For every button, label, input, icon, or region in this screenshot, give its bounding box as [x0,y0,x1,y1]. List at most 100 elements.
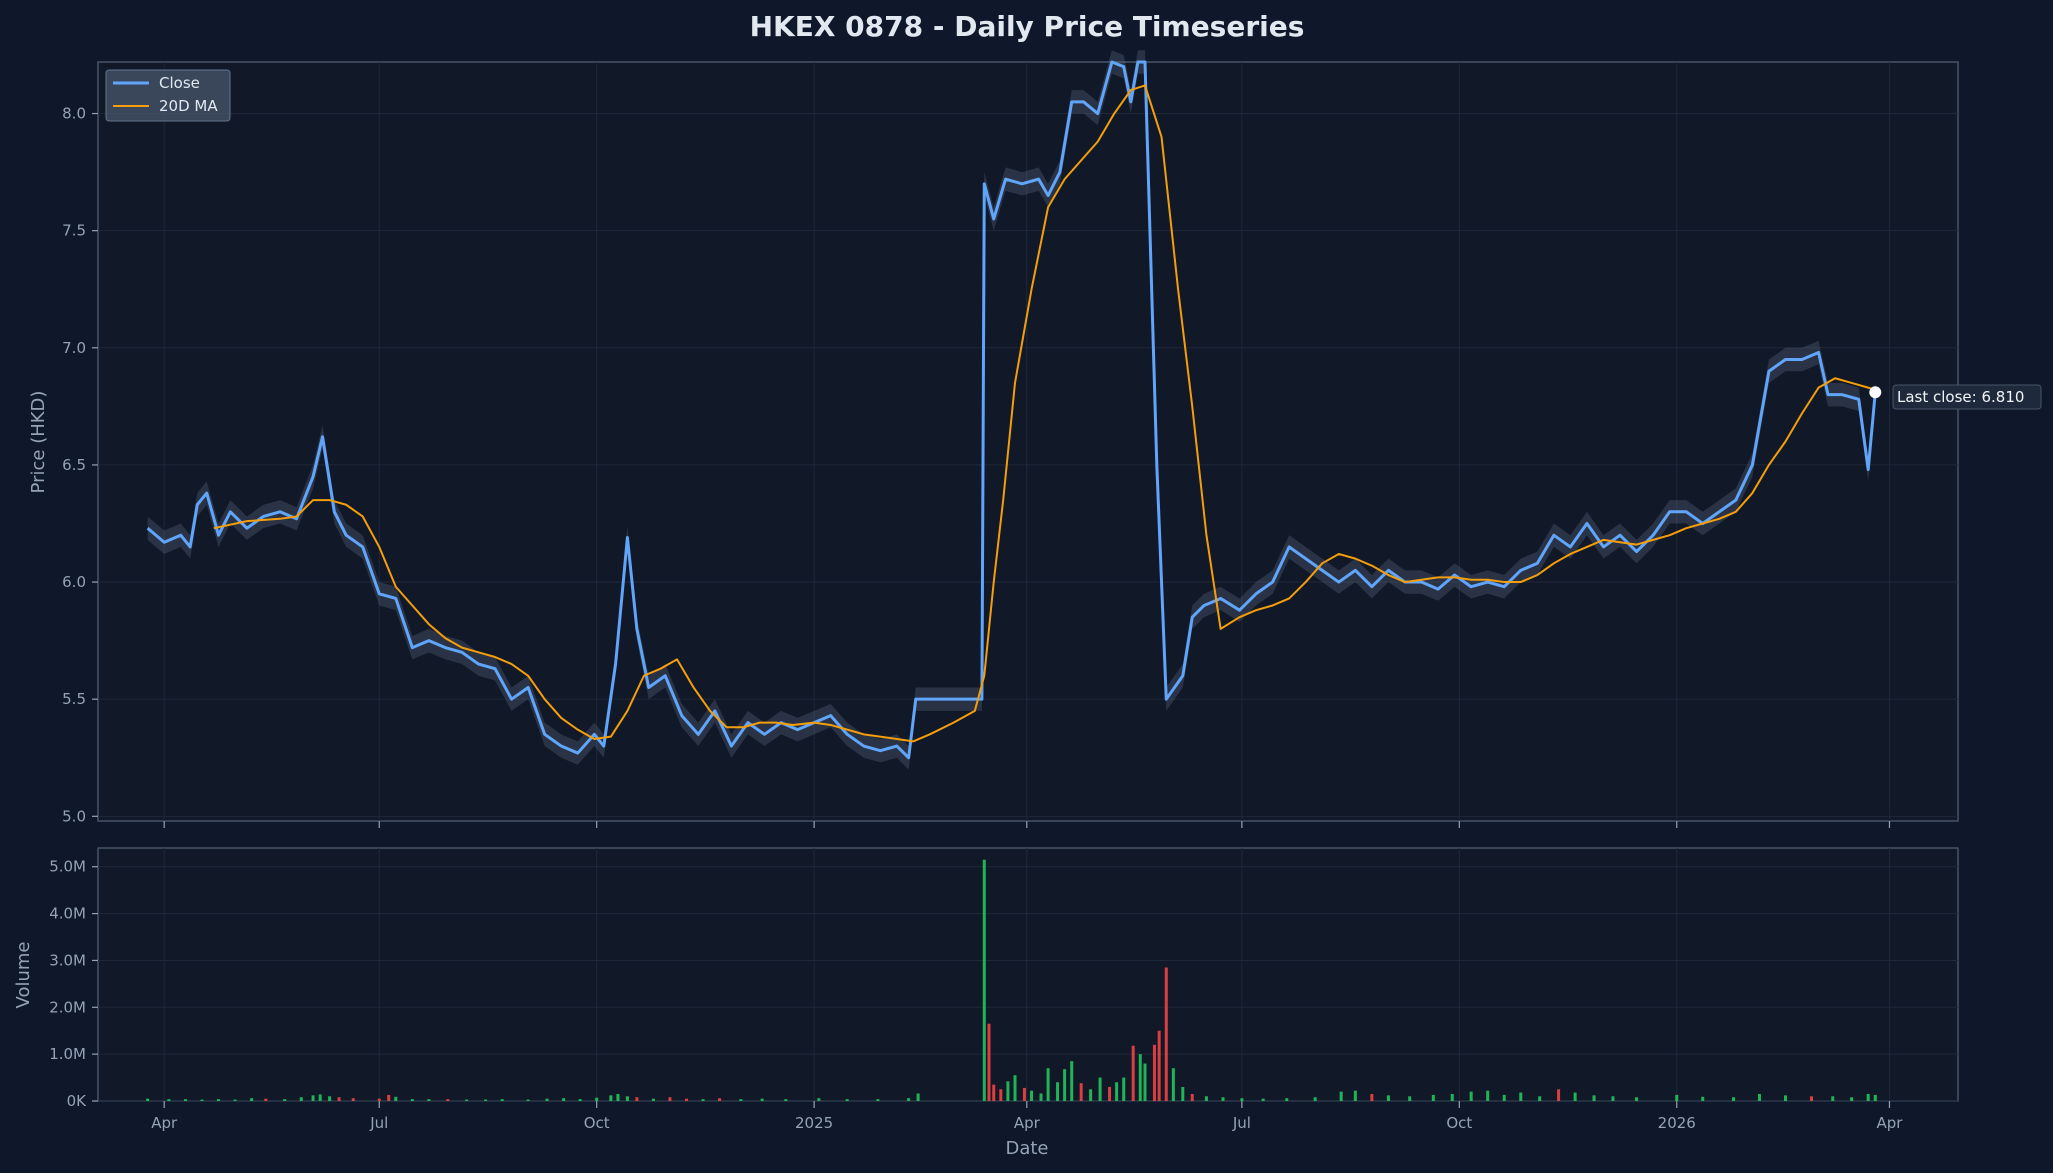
volume-bar [1783,1095,1787,1101]
volume-bar [817,1098,821,1101]
price-y-tick-label: 8.0 [62,105,86,123]
legend-ma-label: 20D MA [159,97,218,115]
volume-bars [146,859,1877,1101]
volume-bar [635,1097,639,1101]
volume-bar [167,1099,171,1101]
ma20-line [213,84,1876,743]
legend: Close 20D MA [105,69,231,122]
volume-bar [1131,1045,1135,1101]
volume-bar [1486,1090,1490,1101]
volume-bar [545,1098,549,1101]
volume-bar [1157,1030,1161,1101]
volume-bar [264,1098,268,1101]
price-y-tick-label: 5.5 [62,690,86,708]
volume-bar [250,1098,254,1101]
volume-y-tick-label: 4.0M [49,905,86,923]
price-y-tick-label: 6.0 [62,573,86,591]
volume-panel: 0K 1.0M 2.0M 3.0M 4.0M 5.0M Apr Jul Oct 2025 Apr J… [13,847,1959,1132]
price-y-tick-label: 7.5 [62,222,86,240]
volume-bar [299,1097,303,1101]
volume-bar [1850,1097,1854,1101]
volume-bar [1339,1091,1343,1101]
volume-bar [1831,1096,1835,1101]
volume-y-axis-label: Volume [13,942,34,1009]
volume-bar [1431,1094,1435,1101]
volume-bar [427,1099,431,1101]
volume-bar [233,1099,237,1101]
volume-bar [1313,1097,1317,1101]
volume-bar [916,1093,920,1101]
volume-bar [1181,1086,1185,1101]
price-x-ticks [163,821,1891,828]
volume-bar [1757,1093,1761,1101]
volume-bar [1063,1069,1067,1101]
volume-bar [1108,1086,1112,1101]
volume-bar [1006,1081,1010,1101]
price-y-tick-label: 6.5 [62,456,86,474]
volume-bar [465,1099,469,1101]
volume-bar [684,1098,688,1101]
volume-bar [394,1096,398,1101]
legend-close-label: Close [159,74,200,92]
volume-bar [1353,1090,1357,1101]
last-close-annotation: Last close: 6.810 [1869,384,2042,410]
volume-bar [1039,1093,1043,1101]
volume-bar [1592,1095,1596,1101]
volume-bar [1635,1097,1639,1101]
volume-bar [337,1097,341,1101]
volume-x-ticks: Apr Jul Oct 2025 Apr Jul Oct 2026 Apr [151,1101,1903,1132]
price-grid [98,62,1958,821]
volume-bar [1386,1095,1390,1101]
volume-bar [1809,1096,1813,1101]
volume-bar [1013,1075,1017,1101]
volume-bar [1502,1094,1506,1101]
volume-bar [701,1099,705,1101]
volume-bar [1261,1098,1265,1101]
x-tick-label: Apr [1014,1114,1041,1132]
volume-bar [526,1099,530,1101]
volume-bar [1030,1090,1034,1101]
volume-bar [351,1098,355,1101]
x-tick-label: Oct [1446,1114,1472,1132]
close-line [146,60,1877,760]
volume-bar [1573,1092,1577,1101]
volume-y-tick-label: 5.0M [49,858,86,876]
volume-bar [1519,1092,1523,1101]
volume-bar [1408,1096,1412,1101]
last-close-box [1892,384,2042,410]
price-y-axis-label: Price (HKD) [28,391,49,494]
volume-bar [1557,1089,1561,1101]
volume-bar [1115,1082,1119,1101]
volume-bar [982,859,986,1101]
x-tick-label: Jul [369,1114,388,1132]
volume-bar [562,1098,566,1101]
volume-bar [625,1096,629,1101]
volume-bar [1190,1093,1194,1101]
volume-bar [484,1099,488,1101]
volume-bar [387,1094,391,1101]
volume-bar [1171,1068,1175,1101]
volume-bar [1611,1096,1615,1101]
volume-bar [1731,1097,1735,1101]
last-close-marker [1869,386,1882,399]
volume-bar [318,1094,322,1101]
volume-y-tick-label: 0K [67,1092,88,1110]
x-tick-label: Jul [1232,1114,1251,1132]
volume-bar [1204,1096,1208,1101]
volume-bar [1240,1098,1244,1101]
volume-bar [1701,1096,1705,1101]
volume-bar [1221,1097,1225,1101]
volume-bar [739,1099,743,1101]
volume-bar [283,1099,287,1101]
volume-bar [1143,1063,1147,1101]
volume-y-ticks: 0K 1.0M 2.0M 3.0M 4.0M 5.0M [49,858,98,1110]
close-range-band [147,50,1876,770]
volume-bar [1873,1094,1877,1101]
volume-bar [146,1098,150,1101]
volume-bar [1450,1093,1454,1101]
volume-bar [1138,1054,1142,1101]
volume-bar [1122,1077,1126,1101]
volume-bar [1285,1098,1289,1101]
volume-bar [1046,1068,1050,1101]
